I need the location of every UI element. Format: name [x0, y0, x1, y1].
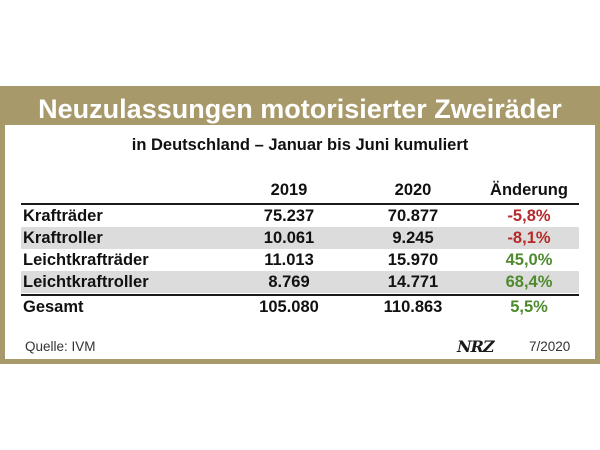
cell-2020: 15.970 [387, 251, 439, 269]
cell-change: -5,8% [507, 207, 551, 225]
table-row: Krafträder 75.237 70.877 -5,8% [21, 205, 579, 227]
cell-2019: 11.013 [264, 251, 314, 269]
row-label: Leichtkrafträder [23, 251, 149, 269]
table-row: Leichtkraftroller 8.769 14.771 68,4% [21, 271, 579, 293]
cell-2019: 8.769 [268, 273, 310, 291]
row-label: Leichtkraftroller [23, 273, 149, 291]
total-change: 5,5% [510, 298, 548, 316]
publication-date: 7/2020 [529, 339, 571, 354]
cell-2019: 75.237 [263, 207, 315, 225]
total-row: Gesamt 105.080 110.863 5,5% [21, 296, 579, 318]
cell-2020: 14.771 [387, 273, 439, 291]
cell-change: 45,0% [505, 251, 553, 269]
cell-change: -8,1% [507, 229, 551, 247]
total-2020: 110.863 [383, 298, 443, 316]
table-row: Leichtkrafträder 11.013 15.970 45,0% [21, 249, 579, 271]
source-note: Quelle: IVM [25, 339, 96, 354]
cell-2020: 9.245 [392, 229, 434, 247]
total-divider [21, 294, 579, 296]
cell-2020: 70.877 [387, 207, 439, 225]
column-header-2019: 2019 [270, 181, 308, 199]
row-label: Kraftroller [23, 229, 103, 247]
infographic-subtitle: in Deutschland – Januar bis Juni kumulie… [131, 136, 469, 154]
table-header: 2019 2020 Änderung [5, 181, 595, 201]
total-label: Gesamt [23, 298, 84, 316]
total-2019: 105.080 [259, 298, 319, 316]
cell-2019: 10.061 [263, 229, 315, 247]
infographic-title: Neuzulassungen motorisierter Zweiräder [5, 91, 595, 125]
cell-change: 68,4% [505, 273, 553, 291]
table-row: Kraftroller 10.061 9.245 -8,1% [21, 227, 579, 249]
row-label: Krafträder [23, 207, 103, 225]
column-header-2020: 2020 [394, 181, 432, 199]
nrz-logo: NRZ [457, 337, 495, 356]
infographic-card: Neuzulassungen motorisierter Zweiräder i… [0, 86, 600, 364]
column-header-change: Änderung [490, 181, 568, 199]
header-divider [21, 203, 579, 205]
